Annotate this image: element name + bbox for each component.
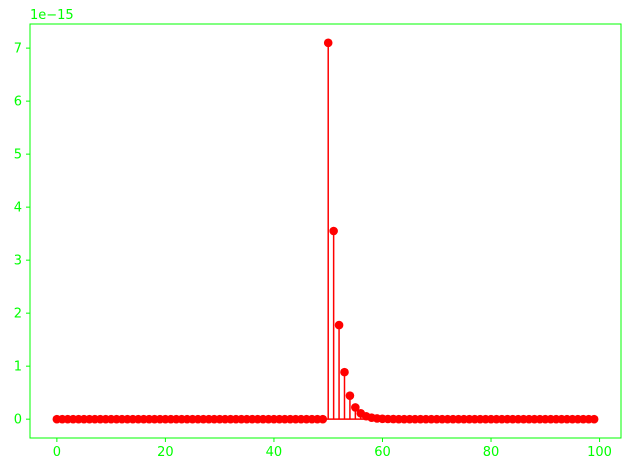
x-tick-label: 40	[266, 445, 283, 460]
x-tick-label: 100	[587, 445, 612, 460]
stem-marker	[351, 403, 360, 412]
y-axis-ticks: 0 1 2 3 4 5 6 7	[14, 42, 30, 428]
x-tick-label: 80	[483, 445, 500, 460]
y-tick-label: 1	[14, 360, 22, 375]
x-tick-label: 60	[374, 445, 391, 460]
stem-marker	[340, 367, 349, 377]
y-tick-label: 7	[14, 42, 22, 57]
stem-markers	[52, 38, 599, 424]
x-tick-label: 0	[53, 445, 61, 460]
stem-marker	[329, 226, 338, 236]
stem-marker	[318, 414, 328, 424]
axes-frame	[29, 23, 622, 439]
y-tick-label: 2	[14, 307, 22, 322]
y-tick-label: 6	[14, 95, 22, 110]
y-offset-label: 1e−15	[30, 8, 74, 23]
stem-marker	[589, 414, 599, 424]
y-tick-label: 5	[14, 148, 22, 163]
y-tick-label: 0	[14, 413, 22, 428]
x-tick-label: 20	[157, 445, 174, 460]
plot-area	[30, 24, 621, 438]
y-tick-label: 3	[14, 254, 22, 269]
stem-marker	[345, 391, 355, 400]
x-axis-ticks: 0 20 40 60 80 100	[53, 438, 612, 460]
stem-marker	[323, 38, 333, 48]
y-tick-label: 4	[14, 201, 22, 216]
stem-marker	[334, 320, 344, 330]
